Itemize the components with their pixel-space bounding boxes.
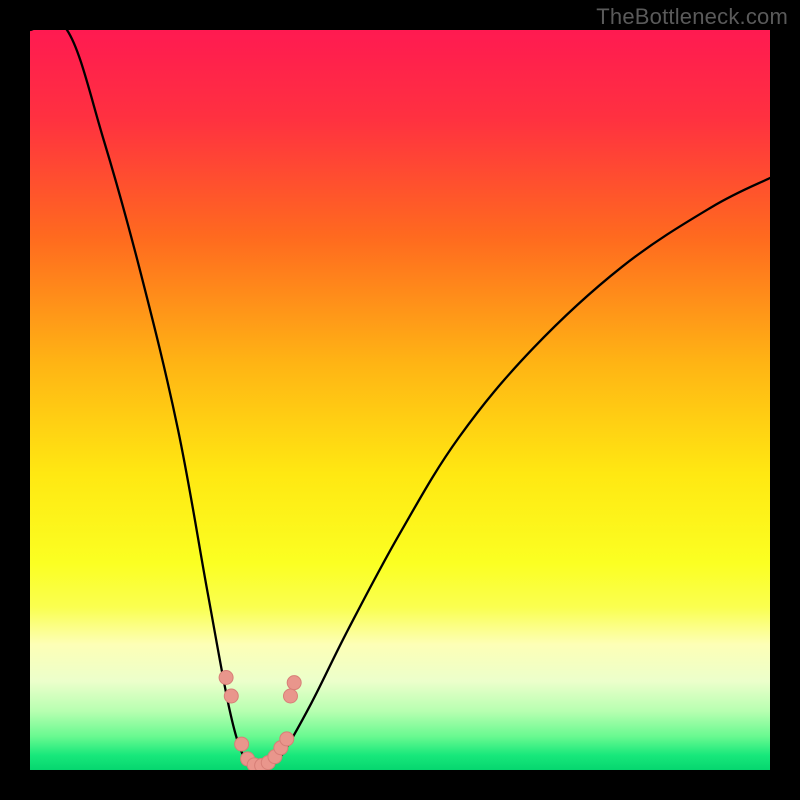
highlight-marker: [219, 671, 233, 685]
highlight-marker: [235, 737, 249, 751]
watermark-text: TheBottleneck.com: [596, 4, 788, 30]
gradient-background: [30, 30, 770, 770]
highlight-marker: [287, 676, 301, 690]
chart-container: TheBottleneck.com: [0, 0, 800, 800]
highlight-marker: [280, 732, 294, 746]
highlight-marker: [283, 689, 297, 703]
highlight-marker: [224, 689, 238, 703]
bottleneck-chart: [0, 0, 800, 800]
